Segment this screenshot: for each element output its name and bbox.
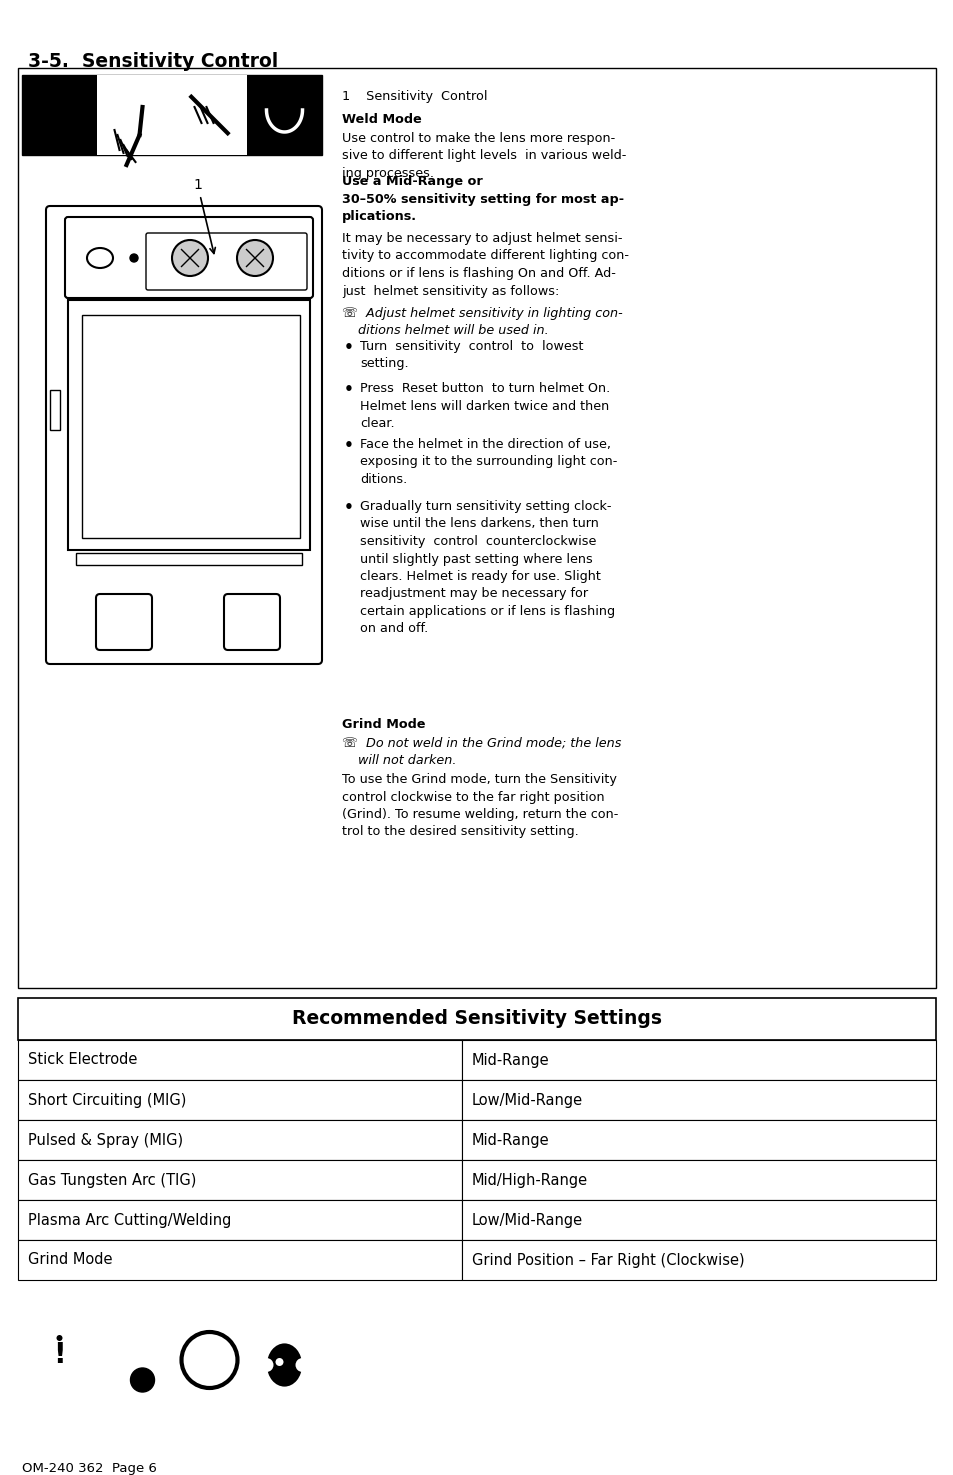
Bar (18, 1159, 461, 1201)
Text: Recommended Sensitivity Settings: Recommended Sensitivity Settings (292, 1009, 661, 1028)
Bar (97, 1320, 172, 1400)
Text: ☏  Adjust helmet sensitivity in lighting con-
    ditions helmet will be used in: ☏ Adjust helmet sensitivity in lighting … (341, 307, 622, 338)
FancyBboxPatch shape (46, 207, 322, 664)
Text: Gas Tungsten Arc (TIG): Gas Tungsten Arc (TIG) (28, 1173, 196, 1187)
Circle shape (275, 1358, 283, 1366)
Bar (18, 1201, 461, 1240)
Bar (18, 999, 935, 1040)
Text: Use a Mid-Range or
30–50% sensitivity setting for most ap-
plications.: Use a Mid-Range or 30–50% sensitivity se… (341, 176, 623, 223)
Circle shape (172, 240, 208, 276)
Bar (18, 1240, 461, 1280)
Circle shape (56, 1335, 63, 1341)
Text: Pulsed & Spray (MIG): Pulsed & Spray (MIG) (28, 1133, 183, 1148)
Text: OM-240 362  Page 6: OM-240 362 Page 6 (22, 1462, 156, 1475)
Text: Low/Mid-Range: Low/Mid-Range (472, 1212, 582, 1227)
Text: Mid/High-Range: Mid/High-Range (472, 1173, 587, 1187)
Ellipse shape (87, 248, 112, 268)
Text: Short Circuiting (MIG): Short Circuiting (MIG) (28, 1093, 186, 1108)
Text: !: ! (53, 1341, 66, 1369)
Text: Mid-Range: Mid-Range (472, 1133, 549, 1148)
Bar (461, 1080, 935, 1120)
FancyBboxPatch shape (146, 233, 307, 291)
Text: Gradually turn sensitivity setting clock-
wise until the lens darkens, then turn: Gradually turn sensitivity setting clock… (359, 500, 615, 636)
Circle shape (181, 1332, 237, 1388)
Text: Mid-Range: Mid-Range (472, 1053, 549, 1068)
Bar (461, 1240, 935, 1280)
Bar (461, 1201, 935, 1240)
Text: Plasma Arc Cutting/Welding: Plasma Arc Cutting/Welding (28, 1212, 232, 1227)
Bar (18, 1040, 461, 1080)
FancyBboxPatch shape (224, 594, 280, 650)
Bar (76, 553, 302, 565)
FancyBboxPatch shape (65, 217, 313, 298)
Text: •: • (344, 500, 354, 515)
Text: Weld Mode: Weld Mode (341, 114, 421, 125)
Bar (50, 389, 60, 431)
Bar (97, 75, 172, 155)
Text: Grind Mode: Grind Mode (341, 718, 425, 732)
Ellipse shape (265, 1342, 303, 1388)
Text: •: • (344, 438, 354, 453)
Bar (247, 75, 322, 155)
Text: It may be necessary to adjust helmet sensi-
tivity to accommodate different ligh: It may be necessary to adjust helmet sen… (341, 232, 628, 298)
Text: Low/Mid-Range: Low/Mid-Range (472, 1093, 582, 1108)
Circle shape (236, 240, 273, 276)
Text: ☏  Do not weld in the Grind mode; the lens
    will not darken.: ☏ Do not weld in the Grind mode; the len… (341, 738, 620, 767)
Text: Press  Reset button  to turn helmet On.
Helmet lens will darken twice and then
c: Press Reset button to turn helmet On. He… (359, 382, 610, 431)
Text: 1: 1 (193, 178, 202, 192)
Text: To use the Grind mode, turn the Sensitivity
control clockwise to the far right p: To use the Grind mode, turn the Sensitiv… (341, 773, 618, 838)
Text: Face the helmet in the direction of use,
exposing it to the surrounding light co: Face the helmet in the direction of use,… (359, 438, 617, 485)
Text: Grind Position – Far Right (Clockwise): Grind Position – Far Right (Clockwise) (472, 1252, 744, 1267)
Text: Use control to make the lens more respon-
sive to different light levels  in var: Use control to make the lens more respon… (341, 131, 626, 180)
Bar (461, 1120, 935, 1159)
Text: Grind Mode: Grind Mode (28, 1252, 112, 1267)
Bar (82, 316, 299, 538)
Circle shape (131, 1367, 154, 1392)
Bar (461, 1159, 935, 1201)
Text: Stick Electrode: Stick Electrode (28, 1053, 137, 1068)
Circle shape (259, 1358, 274, 1372)
Text: 3-5.  Sensitivity Control: 3-5. Sensitivity Control (28, 52, 278, 71)
Text: 1    Sensitivity  Control: 1 Sensitivity Control (341, 90, 487, 103)
Bar (461, 1040, 935, 1080)
Text: Turn  sensitivity  control  to  lowest
setting.: Turn sensitivity control to lowest setti… (359, 341, 583, 370)
Text: •: • (344, 341, 354, 355)
Polygon shape (29, 1328, 91, 1392)
Circle shape (130, 254, 138, 263)
Bar (18, 1080, 461, 1120)
Text: •: • (344, 382, 354, 397)
FancyBboxPatch shape (96, 594, 152, 650)
Bar (18, 1120, 461, 1159)
Bar (172, 75, 247, 155)
Bar (18, 68, 935, 988)
Circle shape (295, 1358, 309, 1372)
Bar (68, 299, 310, 550)
Bar (22, 75, 322, 155)
